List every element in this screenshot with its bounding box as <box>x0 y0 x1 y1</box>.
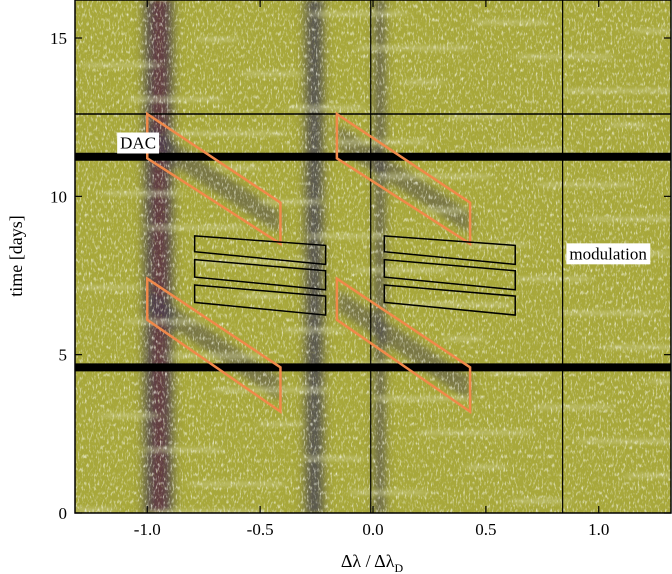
modulation-box-1 <box>193 258 327 291</box>
x-axis-label-subscript: D <box>394 561 403 574</box>
modulation-box-3 <box>383 235 516 266</box>
x-tick-label-4: 1.0 <box>588 520 609 539</box>
modulation-boxes <box>193 235 516 316</box>
x-axis-label-main: Δλ / Δλ <box>341 551 395 571</box>
dac-box-1 <box>335 111 472 247</box>
annotation-modulation-group: modulation <box>566 243 651 265</box>
x-tick-label-3: 0.5 <box>475 520 496 539</box>
y-axis-label: time [days] <box>6 215 26 296</box>
x-axis-label: Δλ / ΔλD <box>341 551 404 574</box>
annotations: DAC modulation <box>117 132 651 265</box>
modulation-box-4 <box>383 258 516 291</box>
modulation-box-0 <box>193 235 327 266</box>
y-tick-label-0: 0 <box>59 504 68 523</box>
x-tick-label-1: -0.5 <box>247 520 274 539</box>
y-tick-label-3: 15 <box>50 29 67 48</box>
annotation-modulation: modulation <box>569 244 647 263</box>
x-tick-label-2: 0.0 <box>362 520 383 539</box>
annotation-dac-group: DAC <box>117 132 160 154</box>
dac-box-3 <box>335 276 472 415</box>
dac-boxes <box>145 111 472 415</box>
modulation-box-2 <box>193 284 327 316</box>
y-tick-label-2: 10 <box>50 187 67 206</box>
axis-ticks: -1.0 -0.5 0.0 0.5 1.0 0 5 10 15 <box>50 0 671 539</box>
annotation-dac: DAC <box>120 134 156 153</box>
modulation-box-5 <box>383 284 516 316</box>
dac-box-2 <box>145 276 282 415</box>
annotation-dac-background <box>117 132 160 154</box>
data-gap-lines <box>75 113 671 372</box>
plot-area: DAC modulation <box>75 0 671 513</box>
annotation-modulation-background <box>566 243 651 265</box>
vertical-markers <box>370 0 564 513</box>
x-tick-label-0: -1.0 <box>134 520 161 539</box>
y-tick-label-1: 5 <box>59 346 68 365</box>
